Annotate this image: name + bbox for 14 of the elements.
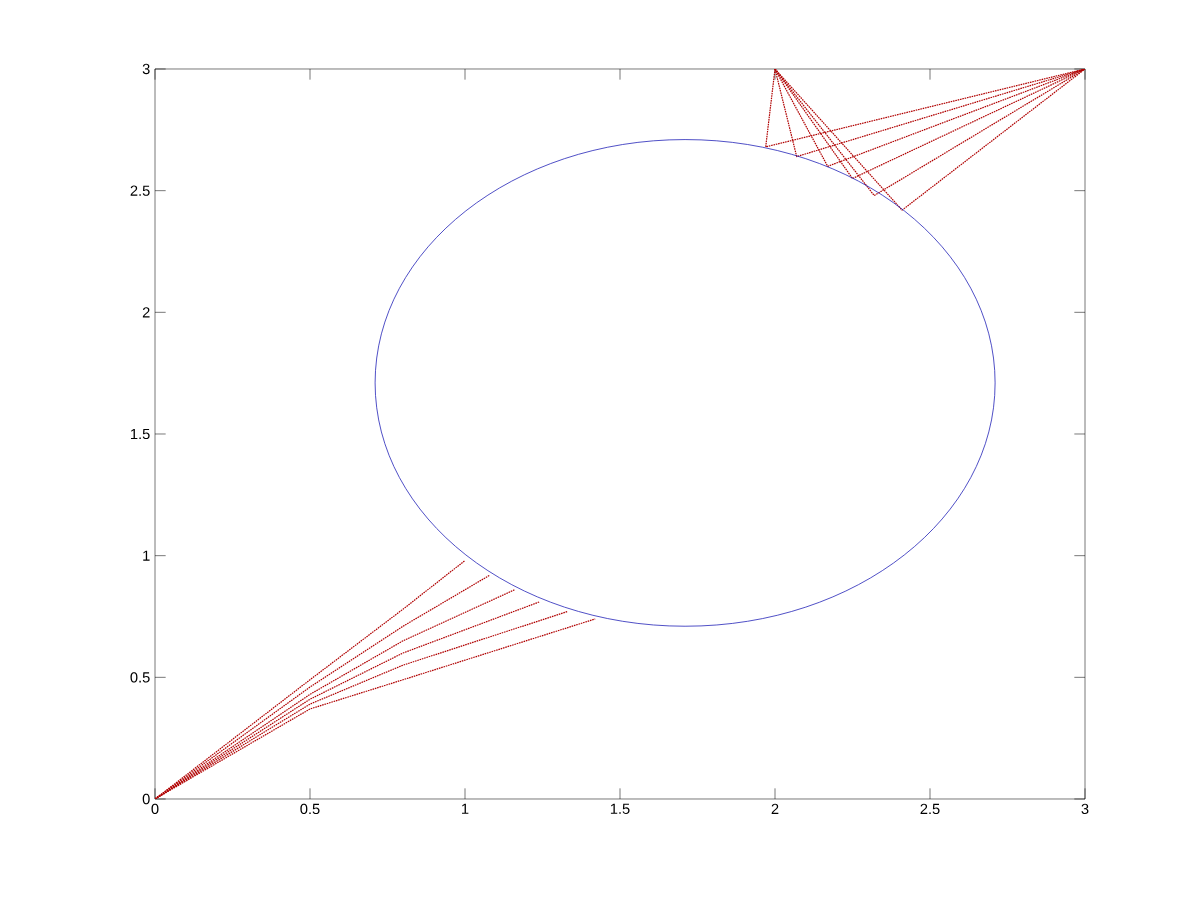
y-tick-label: 1 — [143, 550, 150, 561]
y-tick-label: 2.5 — [130, 185, 150, 196]
y-tick-label: 3 — [142, 63, 150, 75]
x-tick-label: 0 — [151, 803, 159, 815]
y-tick-label: 2 — [142, 307, 150, 318]
y-tick-label: 1.5 — [131, 428, 150, 440]
x-tick-label: 0.5 — [300, 803, 320, 815]
x-tick-label: 2 — [771, 803, 779, 814]
x-tick-label: 3 — [1081, 803, 1089, 815]
y-tick-label: 0.5 — [130, 672, 150, 683]
x-tick-label: 2.5 — [920, 803, 940, 815]
x-tick-label: 1 — [462, 803, 469, 814]
x-tick-label: 1.5 — [610, 803, 630, 814]
y-tick-label: 0 — [142, 793, 150, 805]
